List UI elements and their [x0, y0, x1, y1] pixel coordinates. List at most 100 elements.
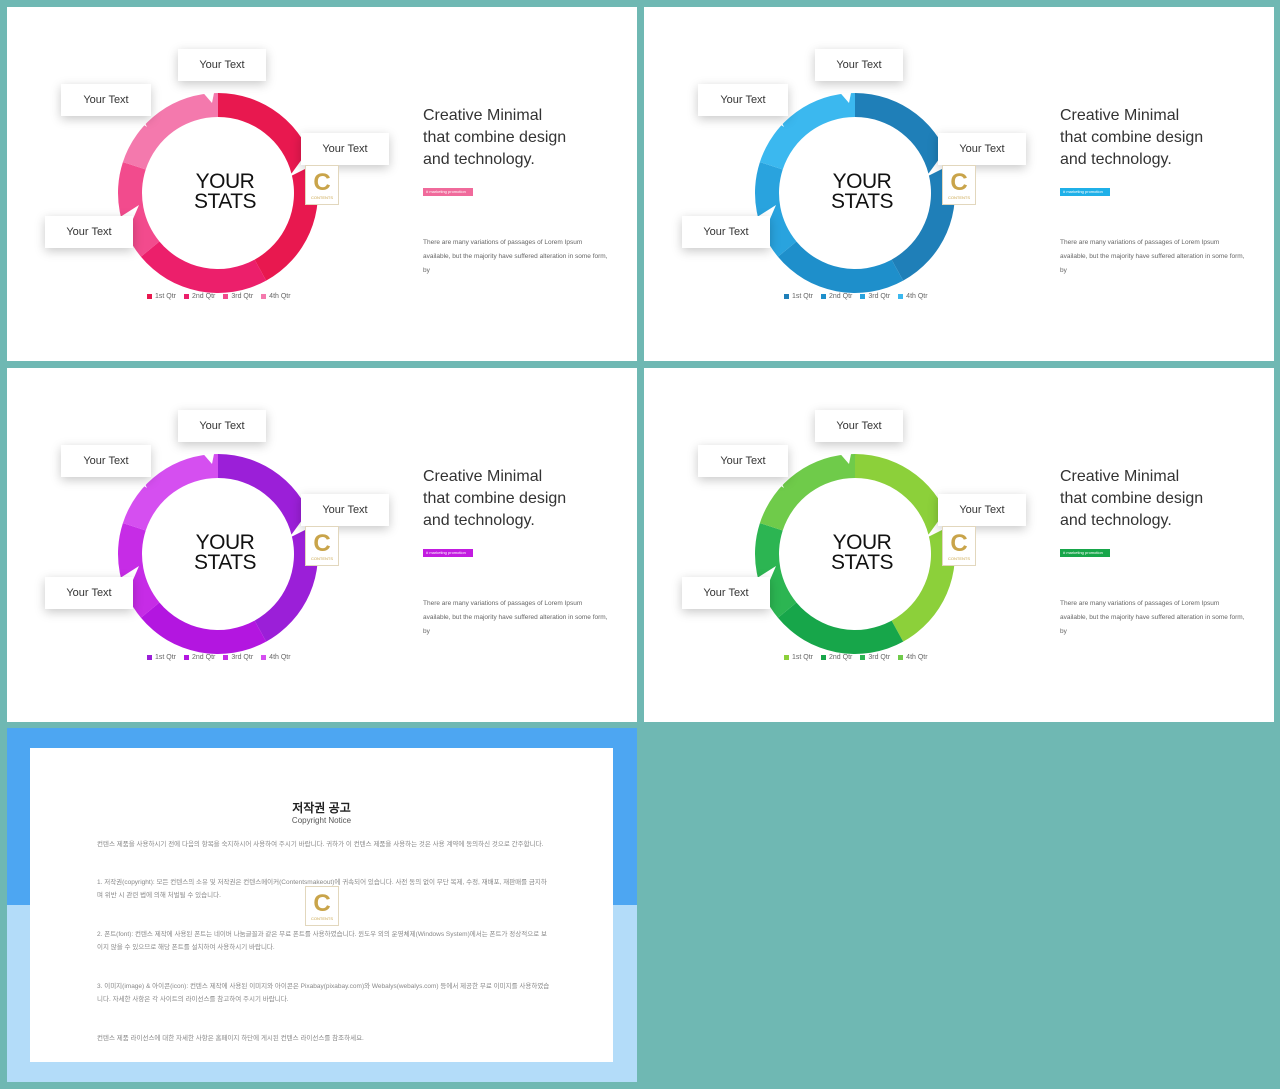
callout-4[interactable]: Your Text: [45, 216, 133, 248]
ring-segment-4: [759, 93, 855, 170]
legend-swatch: [898, 294, 904, 299]
body-text: There are many variations of passages of…: [423, 239, 608, 274]
legend-item: 4th Qtr: [898, 654, 928, 661]
legend-item: 1st Qtr: [147, 293, 176, 300]
ring-segment-2: [140, 602, 267, 654]
legend-swatch: [898, 655, 904, 660]
center-label: YOUR STATS: [193, 170, 257, 213]
callout-pointer-4: [754, 205, 776, 219]
slide-blue: YOUR STATS Your Text Your Text Your Text Yo…: [644, 7, 1274, 361]
callout-1[interactable]: Your Text: [178, 49, 266, 81]
chart-legend: 1st Qtr 2nd Qtr 3rd Qtr 4th Qtr: [147, 293, 291, 300]
ring-segment-2: [777, 241, 904, 293]
body-text: There are many variations of passages of…: [1060, 600, 1245, 635]
legend-item: 1st Qtr: [784, 293, 813, 300]
slide-green: YOUR STATS Your Text Your Text Your Text Yo…: [644, 368, 1274, 722]
legend-swatch: [147, 294, 152, 299]
copyright-item-image-icon: 3. 이미지(image) & 아이콘(icon): 컨텐스 제작에 사용된 이…: [97, 983, 550, 1003]
copyright-card: 저작권 공고 Copyright Notice 컨텐스 제품을 사용하시기 전에…: [30, 748, 613, 1062]
slide-heading: Creative Minimal that combine design and…: [423, 107, 567, 168]
slide-purple: YOUR STATS Your Text Your Text Your Text Yo…: [7, 368, 637, 722]
callout-2[interactable]: Your Text: [698, 445, 788, 477]
chart-legend: 1st Qtr 2nd Qtr 3rd Qtr 4th Qtr: [784, 654, 928, 661]
copyright-license-note: 컨텐스 제품 라이선스에 대한 자세한 사항은 홈페이지 하단에 게시된 컨텐스…: [97, 1035, 364, 1042]
callout-3[interactable]: Your Text: [301, 133, 389, 165]
watermark-logo: C CONTENTS: [942, 165, 976, 205]
legend-swatch: [860, 655, 866, 660]
slide-pink: YOUR STATS Your Text Your Text Your Text Yo…: [7, 7, 637, 361]
legend-item: 3rd Qtr: [223, 654, 253, 661]
legend-item: 2nd Qtr: [184, 654, 215, 661]
center-label: YOUR STATS: [193, 531, 257, 574]
legend-item: 4th Qtr: [261, 293, 291, 300]
callout-pointer-1: [199, 88, 215, 103]
stats-ring-chart: [117, 449, 318, 654]
tag-badge: # marketing promotion: [423, 549, 473, 557]
callout-pointer-4: [754, 566, 776, 580]
legend-item: 2nd Qtr: [821, 293, 852, 300]
callout-pointer-1: [836, 449, 852, 464]
ring-segment-1: [855, 93, 955, 281]
legend-swatch: [184, 655, 190, 660]
center-label: YOUR STATS: [830, 170, 894, 213]
slide-heading: Creative Minimal that combine design and…: [423, 468, 567, 529]
callout-1[interactable]: Your Text: [178, 410, 266, 442]
slide-heading: Creative Minimal that combine design and…: [1060, 468, 1204, 529]
callout-1[interactable]: Your Text: [815, 49, 903, 81]
legend-item: 3rd Qtr: [860, 654, 890, 661]
legend-swatch: [184, 294, 190, 299]
body-text: There are many variations of passages of…: [1060, 239, 1245, 274]
legend-item: 3rd Qtr: [223, 293, 253, 300]
legend-item: 4th Qtr: [261, 654, 291, 661]
ring-segment-4: [122, 93, 218, 170]
body-text: There are many variations of passages of…: [423, 600, 608, 635]
legend-item: 1st Qtr: [784, 654, 813, 661]
copyright-subtitle: Copyright Notice: [291, 816, 352, 825]
ring-segment-4: [122, 454, 218, 531]
legend-item: 3rd Qtr: [860, 293, 890, 300]
center-label: YOUR STATS: [830, 531, 894, 574]
callout-2[interactable]: Your Text: [61, 445, 151, 477]
legend-swatch: [261, 655, 267, 660]
callout-pointer-1: [836, 88, 852, 103]
legend-item: 2nd Qtr: [184, 293, 215, 300]
watermark-logo: C CONTENTS: [305, 165, 339, 205]
callout-pointer-4: [117, 205, 139, 219]
legend-item: 2nd Qtr: [821, 654, 852, 661]
copyright-item-font: 2. 폰트(font): 컨텐스 제작에 사용된 폰트는 네이버 나눔글꼴과 같…: [97, 931, 547, 951]
stats-ring-chart: [754, 88, 955, 293]
copyright-slide: 저작권 공고 Copyright Notice 컨텐스 제품을 사용하시기 전에…: [7, 728, 637, 1082]
watermark-logo: C CONTENTS: [305, 886, 339, 926]
copyright-item-copyright: 1. 저작권(copyright): 모든 컨텐스의 소유 및 저작권은 컨텐스…: [97, 879, 547, 899]
legend-swatch: [821, 655, 827, 660]
callout-4[interactable]: Your Text: [682, 216, 770, 248]
callout-4[interactable]: Your Text: [682, 577, 770, 609]
callout-4[interactable]: Your Text: [45, 577, 133, 609]
legend-swatch: [261, 294, 267, 299]
callout-2[interactable]: Your Text: [61, 84, 151, 116]
legend-swatch: [223, 294, 229, 299]
legend-swatch: [223, 655, 229, 660]
callout-3[interactable]: Your Text: [938, 133, 1026, 165]
tag-badge: # marketing promotion: [1060, 188, 1110, 196]
ring-segment-4: [759, 454, 855, 531]
watermark-logo: C CONTENTS: [942, 526, 976, 566]
legend-swatch: [784, 294, 789, 299]
legend-swatch: [860, 294, 866, 299]
tag-badge: # marketing promotion: [423, 188, 473, 196]
tag-badge: # marketing promotion: [1060, 549, 1110, 557]
callout-3[interactable]: Your Text: [301, 494, 389, 526]
watermark-logo: C CONTENTS: [305, 526, 339, 566]
ring-segment-1: [855, 454, 955, 642]
slide-heading: Creative Minimal that combine design and…: [1060, 107, 1204, 168]
legend-item: 4th Qtr: [898, 293, 928, 300]
copyright-title: 저작권 공고: [292, 801, 351, 815]
legend-item: 1st Qtr: [147, 654, 176, 661]
legend-swatch: [147, 655, 152, 660]
callout-1[interactable]: Your Text: [815, 410, 903, 442]
callout-2[interactable]: Your Text: [698, 84, 788, 116]
ring-segment-1: [218, 93, 318, 281]
ring-segment-2: [140, 241, 267, 293]
ring-segment-2: [777, 602, 904, 654]
callout-3[interactable]: Your Text: [938, 494, 1026, 526]
